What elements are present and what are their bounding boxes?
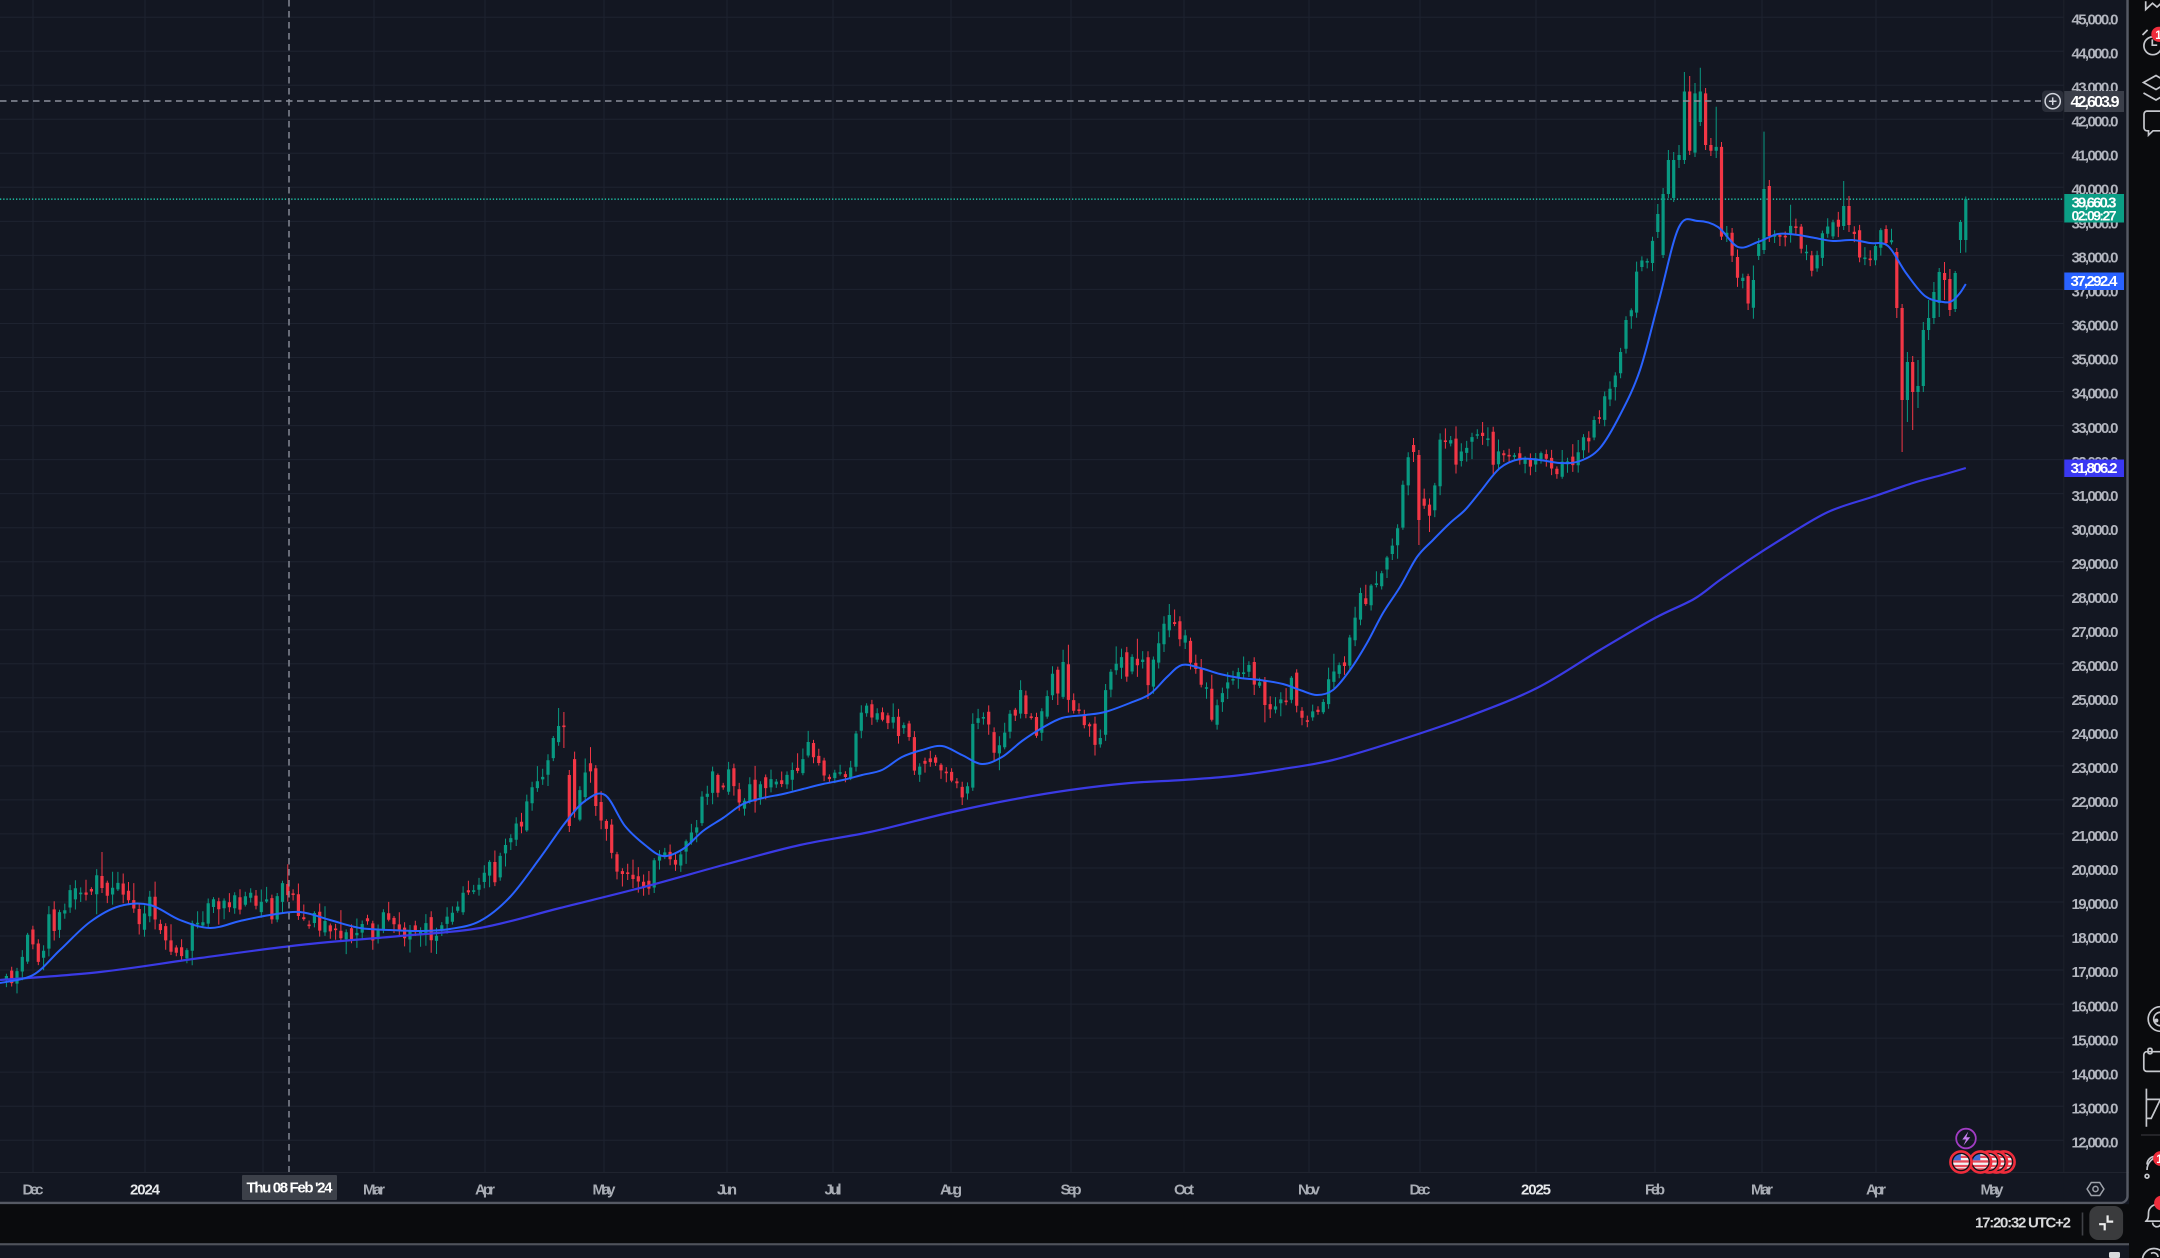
svg-text:1: 1 bbox=[2155, 30, 2160, 42]
svg-text:May: May bbox=[1981, 1182, 2005, 1199]
svg-text:23,000.0: 23,000.0 bbox=[2072, 760, 2119, 777]
svg-text:18,000.0: 18,000.0 bbox=[2072, 930, 2119, 947]
svg-text:2025: 2025 bbox=[1521, 1182, 1551, 1199]
svg-text:13,000.0: 13,000.0 bbox=[2072, 1100, 2119, 1117]
svg-text:31,000.0: 31,000.0 bbox=[2072, 488, 2119, 505]
svg-text:28,000.0: 28,000.0 bbox=[2072, 590, 2119, 607]
svg-text:02:09:27: 02:09:27 bbox=[2072, 208, 2117, 224]
svg-text:Thu 08 Feb '24: Thu 08 Feb '24 bbox=[247, 1180, 334, 1197]
svg-text:17,000.0: 17,000.0 bbox=[2072, 964, 2119, 981]
svg-text:38,000.0: 38,000.0 bbox=[2072, 250, 2119, 267]
svg-text:36,000.0: 36,000.0 bbox=[2072, 318, 2119, 335]
svg-text:35,000.0: 35,000.0 bbox=[2072, 352, 2119, 369]
svg-text:Dec: Dec bbox=[23, 1182, 44, 1199]
svg-text:31,806.2: 31,806.2 bbox=[2071, 460, 2118, 477]
svg-text:Nov: Nov bbox=[1298, 1182, 1321, 1199]
svg-text:17:20:32 UTC+2: 17:20:32 UTC+2 bbox=[1975, 1215, 2071, 1232]
svg-text:25,000.0: 25,000.0 bbox=[2072, 692, 2119, 709]
svg-text:19,000.0: 19,000.0 bbox=[2072, 896, 2119, 913]
svg-text:Jul: Jul bbox=[825, 1182, 842, 1199]
svg-text:2024: 2024 bbox=[130, 1182, 161, 1199]
svg-text:24,000.0: 24,000.0 bbox=[2072, 726, 2119, 743]
svg-text:33,000.0: 33,000.0 bbox=[2072, 420, 2119, 437]
svg-text:41,000.0: 41,000.0 bbox=[2072, 148, 2119, 165]
svg-text:30,000.0: 30,000.0 bbox=[2072, 522, 2119, 539]
svg-text:42,000.0: 42,000.0 bbox=[2072, 114, 2119, 131]
svg-text:27,000.0: 27,000.0 bbox=[2072, 624, 2119, 641]
svg-text:Apr: Apr bbox=[475, 1182, 495, 1199]
svg-text:Apr: Apr bbox=[1866, 1182, 1886, 1199]
svg-text:Dec: Dec bbox=[1410, 1182, 1431, 1199]
svg-text:42,603.9: 42,603.9 bbox=[2071, 94, 2120, 111]
svg-text:Mar: Mar bbox=[1751, 1182, 1773, 1199]
svg-text:14,000.0: 14,000.0 bbox=[2072, 1066, 2119, 1083]
svg-text:Oct: Oct bbox=[1174, 1182, 1194, 1199]
svg-text:20,000.0: 20,000.0 bbox=[2072, 862, 2119, 879]
svg-text:34,000.0: 34,000.0 bbox=[2072, 386, 2119, 403]
svg-text:16,000.0: 16,000.0 bbox=[2072, 998, 2119, 1015]
svg-text:37,292.4: 37,292.4 bbox=[2071, 273, 2119, 290]
svg-text:29,000.0: 29,000.0 bbox=[2072, 556, 2119, 573]
svg-text:12,000.0: 12,000.0 bbox=[2072, 1134, 2119, 1151]
svg-text:May: May bbox=[593, 1182, 617, 1199]
svg-text:1: 1 bbox=[2156, 1154, 2160, 1166]
svg-text:44,000.0: 44,000.0 bbox=[2072, 45, 2119, 62]
svg-text:45,000.0: 45,000.0 bbox=[2072, 11, 2119, 28]
svg-text:Aug: Aug bbox=[940, 1182, 962, 1199]
svg-text:Feb: Feb bbox=[1645, 1182, 1665, 1199]
svg-text:15,000.0: 15,000.0 bbox=[2072, 1032, 2119, 1049]
svg-text:26,000.0: 26,000.0 bbox=[2072, 658, 2119, 675]
svg-text:Mar: Mar bbox=[363, 1182, 385, 1199]
svg-text:Jun: Jun bbox=[717, 1182, 737, 1199]
svg-text:22,000.0: 22,000.0 bbox=[2072, 794, 2119, 811]
svg-text:21,000.0: 21,000.0 bbox=[2072, 828, 2119, 845]
svg-text:Sep: Sep bbox=[1061, 1182, 1082, 1199]
svg-text:39,660.3: 39,660.3 bbox=[2072, 195, 2117, 212]
